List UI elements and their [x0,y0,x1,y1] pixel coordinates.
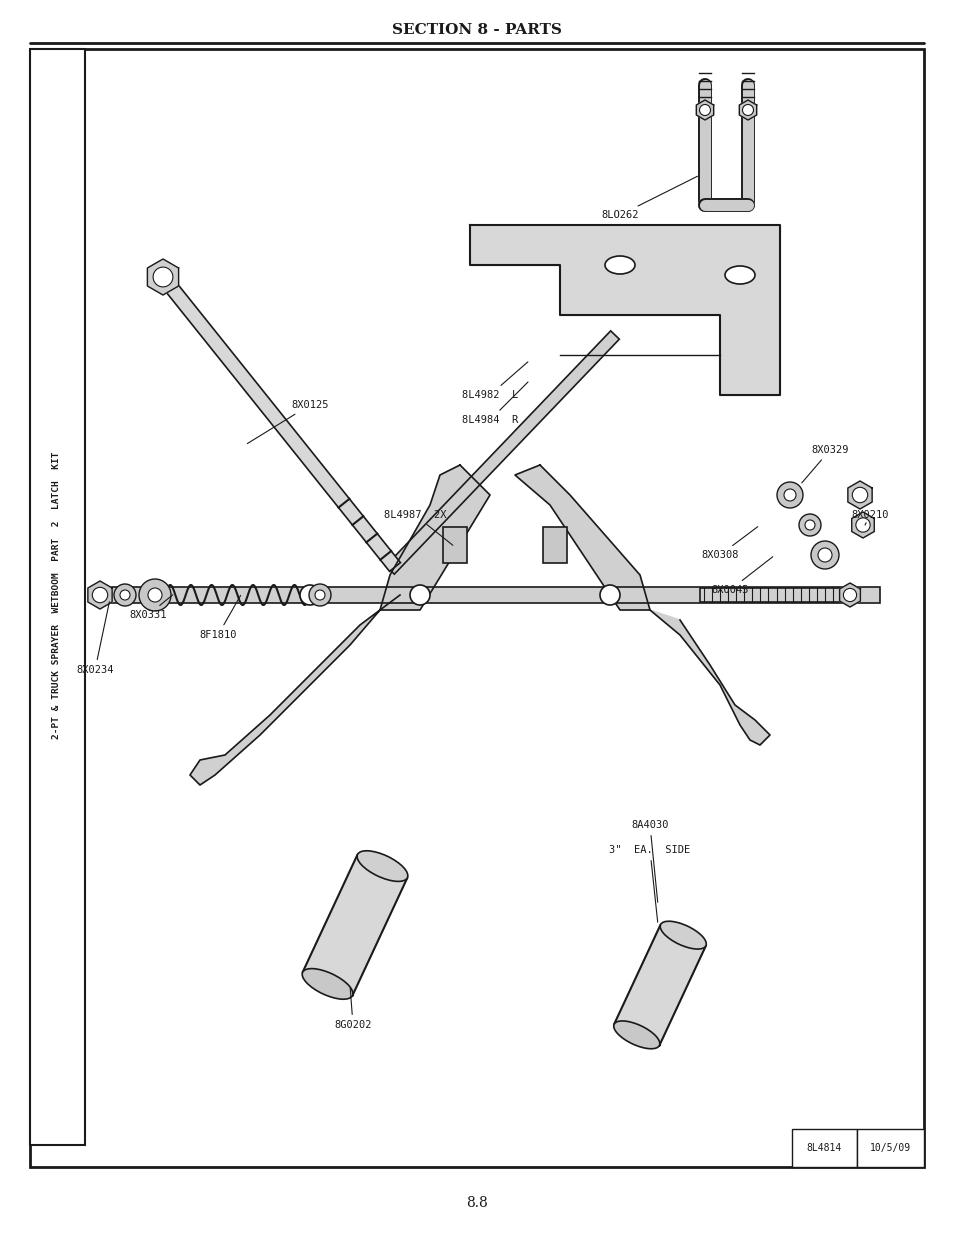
Text: SECTION 8 - PARTS: SECTION 8 - PARTS [392,23,561,37]
Circle shape [314,590,325,600]
Circle shape [92,588,108,603]
Text: 8F1810: 8F1810 [199,595,240,640]
Circle shape [148,588,162,601]
Bar [30,49,85,1145]
Polygon shape [851,513,873,538]
Polygon shape [614,925,705,1045]
Polygon shape [470,225,780,395]
Text: 8X0125: 8X0125 [247,400,329,443]
Circle shape [410,585,430,605]
Circle shape [120,590,130,600]
Circle shape [699,105,710,116]
Text: 8X0210: 8X0210 [850,510,888,525]
Polygon shape [385,331,618,574]
Circle shape [810,541,838,569]
Polygon shape [739,100,756,120]
Text: 8X0045: 8X0045 [711,557,772,595]
Circle shape [855,517,869,532]
Ellipse shape [302,968,353,999]
Text: 8X0234: 8X0234 [76,601,113,676]
Ellipse shape [659,921,705,948]
Polygon shape [190,595,399,785]
Polygon shape [148,259,178,295]
Circle shape [783,489,795,501]
Circle shape [741,105,753,116]
Circle shape [804,520,814,530]
Polygon shape [696,100,713,120]
Text: 8L4987  2X: 8L4987 2X [383,510,453,546]
Text: 8.8: 8.8 [466,1195,487,1210]
Text: 8L4984  R: 8L4984 R [461,382,527,425]
Text: 8G0202: 8G0202 [334,988,372,1030]
Text: 8X0331: 8X0331 [129,595,172,620]
Text: 8X0329: 8X0329 [801,445,848,483]
Polygon shape [649,610,769,745]
Circle shape [599,585,619,605]
Circle shape [152,267,172,287]
Circle shape [299,585,319,605]
Circle shape [776,482,802,508]
Polygon shape [700,588,844,601]
Bar [856,1129,923,1167]
Text: 8L4982  L: 8L4982 L [461,362,527,400]
Polygon shape [379,466,490,610]
Polygon shape [847,480,871,509]
Circle shape [851,488,867,503]
Text: 10/5/09: 10/5/09 [868,1144,909,1153]
Text: 2-PT & TRUCK SPRAYER  WETBOOM  PART  2  LATCH  KIT: 2-PT & TRUCK SPRAYER WETBOOM PART 2 LATC… [52,451,61,739]
Circle shape [842,588,856,601]
Text: 8X0308: 8X0308 [700,526,757,559]
Ellipse shape [604,256,635,274]
Bar [442,527,467,563]
Text: 3"  EA.  SIDE: 3" EA. SIDE [609,845,690,923]
Polygon shape [88,580,112,609]
Circle shape [799,514,821,536]
Polygon shape [157,273,400,572]
Circle shape [139,579,171,611]
Circle shape [113,584,136,606]
Polygon shape [839,583,860,606]
Ellipse shape [724,266,754,284]
Polygon shape [515,466,649,610]
Polygon shape [100,587,879,603]
Polygon shape [302,855,407,995]
Text: 8L4814: 8L4814 [805,1144,841,1153]
Circle shape [817,548,831,562]
Text: 8LO262: 8LO262 [600,177,697,220]
Circle shape [309,584,331,606]
Bar [791,1129,856,1167]
Text: 8A4030: 8A4030 [631,820,668,903]
Ellipse shape [356,851,407,882]
Ellipse shape [613,1021,659,1049]
Bar [542,527,566,563]
